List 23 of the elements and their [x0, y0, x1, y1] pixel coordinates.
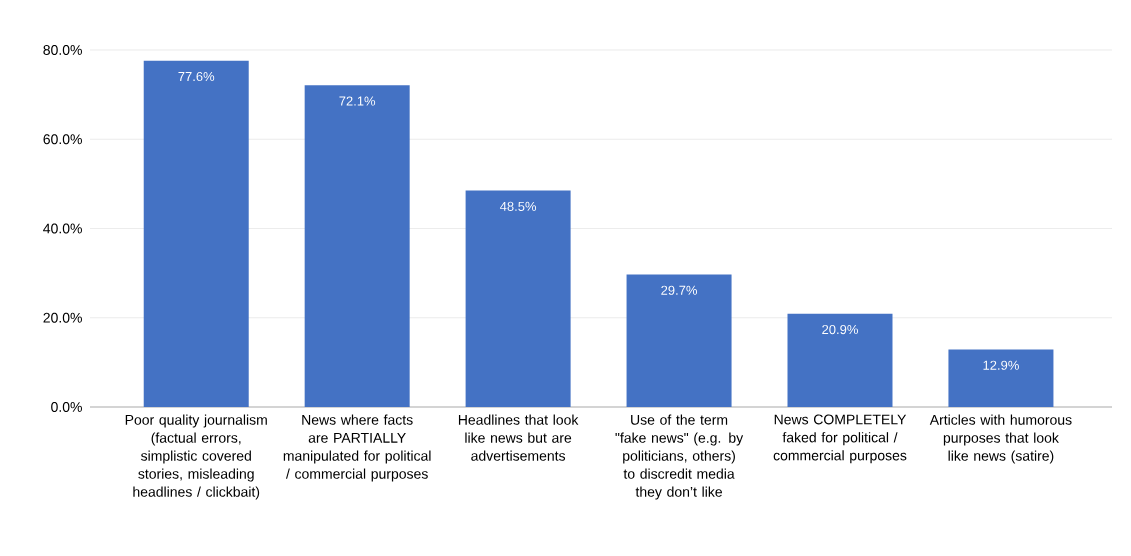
y-tick-label: 0.0%: [51, 402, 82, 412]
x-tick-label: Use of the term "fake news" (e.g. by politicians, others) to discredit media they don’t like: [615, 414, 744, 500]
bar: [465, 190, 571, 407]
y-tick-label: 80.0%: [43, 45, 82, 55]
y-tick-label: 20.0%: [43, 312, 82, 323]
x-tick-label: Headlines that look like news but are advertisements: [458, 414, 579, 461]
x-tick-label: Articles with humorous purposes that look like news (satire): [929, 414, 1072, 464]
x-tick-label: News COMPLETELY faked for political / commercial purposes: [773, 414, 907, 464]
bar: [626, 274, 732, 407]
data-label: 29.7%: [661, 285, 698, 295]
data-label: 48.5%: [499, 201, 537, 211]
bar: [304, 85, 410, 407]
data-label: 77.6%: [178, 71, 215, 82]
data-label: 20.9%: [822, 324, 858, 335]
data-label: 72.1%: [339, 96, 376, 106]
bar: [143, 60, 249, 407]
y-tick-label: 40.0%: [43, 223, 82, 234]
x-tick-label: News where facts are PARTIALLY manipulated for political / commercial purposes: [283, 414, 431, 482]
y-tick-label: 60.0%: [43, 134, 82, 145]
bar: [948, 349, 1054, 407]
x-tick-label: Poor quality journalism (factual errors, simplistic covered stories, misleading headlines / clickbait): [125, 414, 267, 500]
data-label: 12.9%: [983, 360, 1019, 370]
bar: [787, 313, 893, 407]
